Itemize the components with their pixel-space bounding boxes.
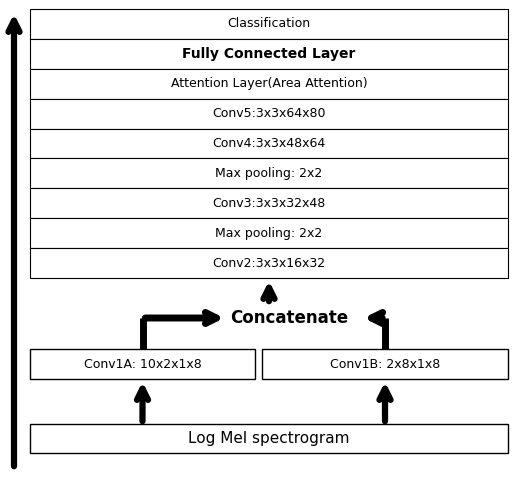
Text: Conv3:3x3x32x48: Conv3:3x3x32x48 <box>212 197 326 210</box>
Bar <box>30 39 508 69</box>
Bar <box>30 129 508 158</box>
Bar <box>30 218 508 248</box>
Bar <box>262 349 508 379</box>
Text: Conv5:3x3x64x80: Conv5:3x3x64x80 <box>212 107 326 120</box>
Text: Log Mel spectrogram: Log Mel spectrogram <box>188 431 350 446</box>
Text: Fully Connected Layer: Fully Connected Layer <box>183 47 356 61</box>
Text: Conv1B: 2x8x1x8: Conv1B: 2x8x1x8 <box>330 358 440 371</box>
Bar <box>30 158 508 188</box>
Text: Max pooling: 2x2: Max pooling: 2x2 <box>215 227 322 240</box>
Text: Conv4:3x3x48x64: Conv4:3x3x48x64 <box>212 137 326 150</box>
Text: Conv2:3x3x16x32: Conv2:3x3x16x32 <box>213 256 326 270</box>
Bar <box>30 188 508 218</box>
Bar <box>30 424 508 453</box>
Text: Max pooling: 2x2: Max pooling: 2x2 <box>215 167 322 180</box>
Bar <box>30 9 508 39</box>
Bar <box>30 99 508 129</box>
Text: Conv1A: 10x2x1x8: Conv1A: 10x2x1x8 <box>84 358 201 371</box>
Bar <box>30 248 508 278</box>
Text: Attention Layer(Area Attention): Attention Layer(Area Attention) <box>171 77 367 90</box>
Bar <box>30 349 255 379</box>
Bar <box>30 69 508 99</box>
Text: Concatenate: Concatenate <box>230 309 348 327</box>
Text: Classification: Classification <box>227 17 310 30</box>
